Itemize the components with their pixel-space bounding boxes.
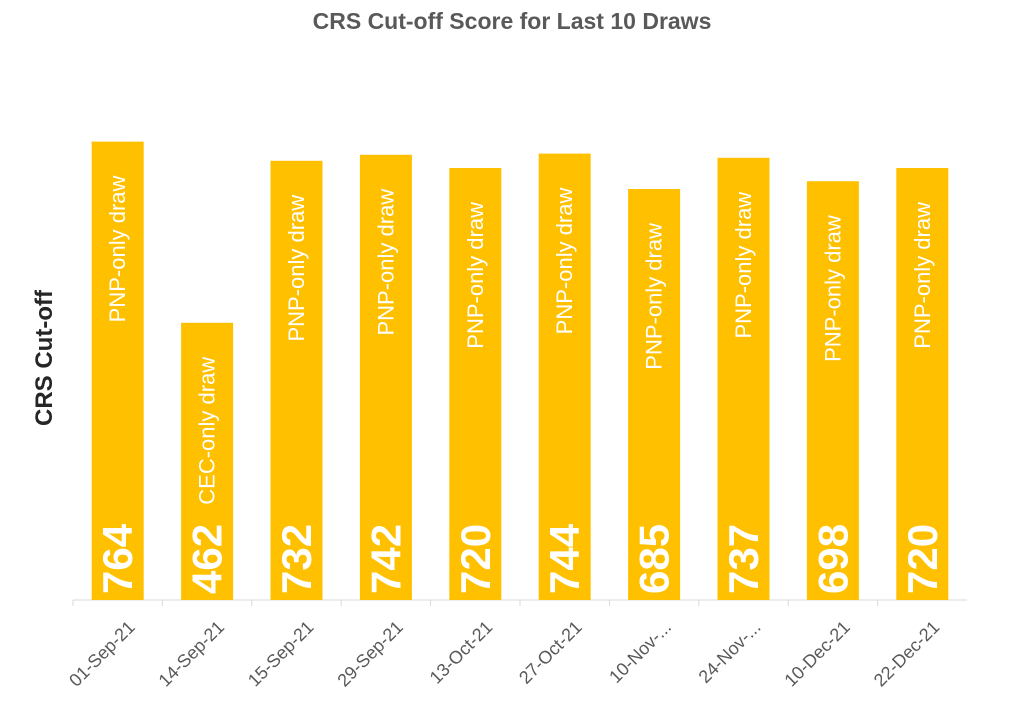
value-label: 744 [541,523,588,594]
value-label: 732 [273,524,320,594]
bar-annotation: PNP-only draw [373,189,398,336]
bar-annotation: PNP-only draw [105,175,130,322]
value-label: 685 [631,524,678,594]
x-tick-label: 24-Nov-... [695,617,765,687]
bar-annotation: PNP-only draw [552,187,577,334]
value-label: 462 [184,524,231,594]
value-label: 764 [94,523,141,594]
bar-annotation: PNP-only draw [463,202,488,349]
bar [717,157,770,601]
bar-annotation: PNP-only draw [731,192,756,339]
x-tick-label: 22-Dec-21 [870,617,944,691]
x-tick-label: 15-Sep-21 [244,617,318,691]
x-tick-label: 01-Sep-21 [65,617,139,691]
bar [359,154,412,601]
chart-title: CRS Cut-off Score for Last 10 Draws [312,8,712,34]
value-label: 698 [809,524,856,594]
x-tick-label: 14-Sep-21 [155,617,229,691]
bar-annotation: PNP-only draw [820,215,845,362]
value-label: 720 [452,524,499,594]
bar [181,322,234,600]
bar [896,168,949,600]
bar [628,189,681,600]
value-label: 737 [720,524,767,594]
x-tick-label: 13-Oct-21 [426,617,497,688]
value-label: 742 [362,524,409,594]
value-label: 720 [899,524,946,594]
x-tick-label: 10-Nov-... [605,617,675,687]
bar [91,141,144,600]
bar [538,153,591,600]
x-tick-label: 27-Oct-21 [515,617,586,688]
bar-annotation: CEC-only draw [195,357,220,505]
bar-annotation: PNP-only draw [284,195,309,342]
x-tick-label: 29-Sep-21 [333,617,407,691]
bar [270,160,323,601]
bar [449,168,502,600]
bar-annotation: PNP-only draw [642,223,667,370]
bar-annotation: PNP-only draw [910,202,935,349]
x-tick-label: 10-Dec-21 [780,617,854,691]
bar [806,181,859,600]
